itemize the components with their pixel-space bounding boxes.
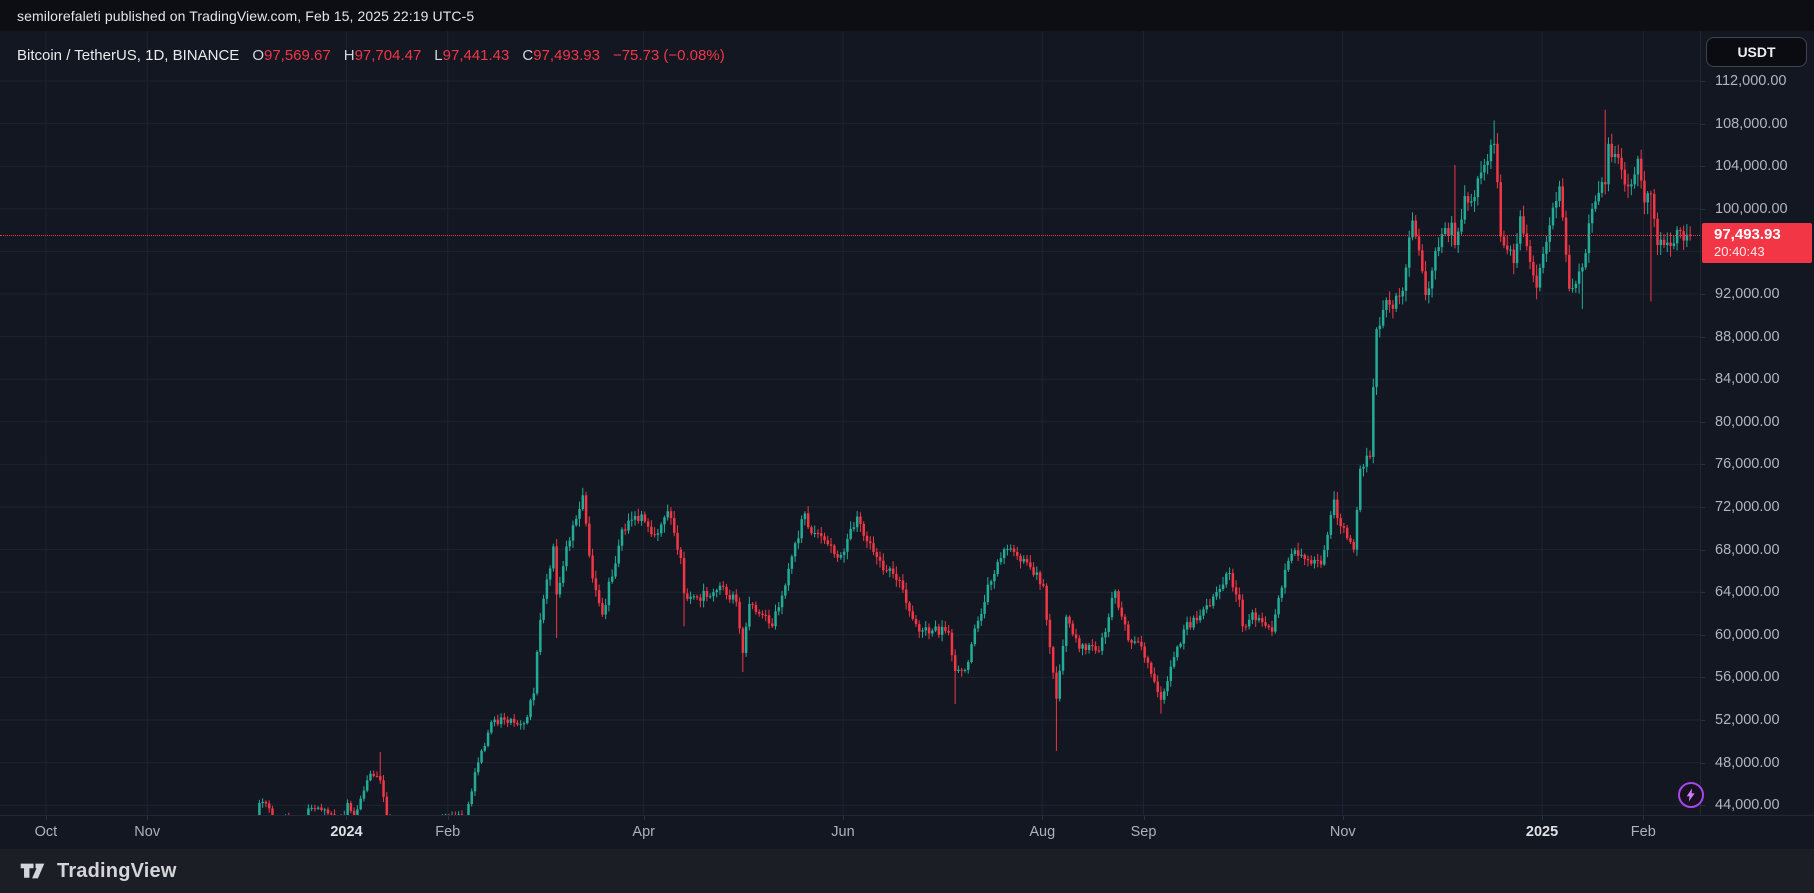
price-axis-tick bbox=[1701, 677, 1705, 679]
price-axis-label: 100,000.00 bbox=[1715, 200, 1788, 217]
ohlc-value: 97,569.67 bbox=[263, 46, 331, 64]
time-axis-label: Apr bbox=[632, 824, 656, 840]
time-axis-tick bbox=[1342, 816, 1344, 820]
time-axis-tick bbox=[45, 816, 47, 820]
tradingview-logo-text[interactable]: TradingView bbox=[57, 859, 177, 882]
publish-bar: semilorefaleti published on TradingView.… bbox=[0, 0, 1814, 31]
ohlc-label: L bbox=[434, 46, 443, 64]
price-axis-tick bbox=[1701, 123, 1705, 125]
price-axis-label: 88,000.00 bbox=[1715, 328, 1780, 345]
price-axis-tick bbox=[1701, 592, 1705, 594]
price-axis-label: 64,000.00 bbox=[1715, 584, 1780, 601]
price-axis-label: 84,000.00 bbox=[1715, 371, 1780, 388]
price-axis-tick bbox=[1701, 294, 1705, 295]
price-axis-label: 72,000.00 bbox=[1715, 499, 1780, 515]
currency-toggle-button[interactable]: USDT bbox=[1706, 37, 1807, 67]
ohlc-label: O bbox=[252, 46, 264, 64]
time-axis-tick bbox=[842, 816, 844, 820]
price-axis-tick bbox=[1701, 379, 1705, 381]
price-scale[interactable]: 112,000.00 108,000.00 104,000.00 100,000.00… bbox=[1700, 31, 1814, 815]
price-axis-tick bbox=[1701, 762, 1705, 764]
lightning-icon bbox=[1686, 788, 1695, 802]
price-axis-label: 76,000.00 bbox=[1715, 456, 1780, 473]
time-axis-label: Nov bbox=[1329, 824, 1356, 840]
time-axis-tick bbox=[1542, 816, 1544, 820]
time-axis-label: Feb bbox=[1630, 824, 1656, 840]
price-axis-tick bbox=[1701, 805, 1705, 807]
price-axis-label: 112,000.00 bbox=[1715, 73, 1787, 89]
tradingview-logo-icon[interactable] bbox=[20, 859, 47, 883]
price-axis-label: 80,000.00 bbox=[1715, 413, 1780, 430]
price-axis-tick bbox=[1701, 720, 1705, 721]
price-axis-tick bbox=[1701, 81, 1705, 82]
price-axis-tick bbox=[1701, 507, 1705, 508]
last-price-value: 97,493.93 bbox=[1714, 226, 1781, 244]
price-axis-label: 48,000.00 bbox=[1715, 754, 1780, 771]
symbol-title[interactable]: Bitcoin / TetherUS, 1D, BINANCE bbox=[17, 46, 240, 64]
symbol-legend[interactable]: Bitcoin / TetherUS, 1D, BINANCE O97,569.6… bbox=[17, 45, 725, 65]
time-axis-label: Sep bbox=[1130, 824, 1157, 840]
price-axis-label: 104,000.00 bbox=[1715, 158, 1788, 175]
ohlc-label: C bbox=[522, 46, 534, 64]
publish-text: semilorefaleti published on TradingView.… bbox=[17, 7, 475, 24]
time-axis-label: 2025 bbox=[1525, 824, 1559, 840]
price-axis-tick bbox=[1701, 208, 1705, 210]
ohlc-value: 97,441.43 bbox=[442, 46, 510, 64]
last-price-line bbox=[0, 235, 1700, 237]
time-axis-label: Aug bbox=[1029, 824, 1056, 840]
price-axis-tick bbox=[1701, 464, 1705, 466]
time-axis-label: Nov bbox=[134, 824, 161, 840]
time-axis-tick bbox=[346, 816, 348, 820]
price-axis-tick bbox=[1701, 421, 1705, 423]
price-axis-tick bbox=[1701, 549, 1705, 551]
time-axis-tick bbox=[447, 816, 449, 820]
price-axis-label: 68,000.00 bbox=[1715, 541, 1780, 558]
time-scale[interactable]: Oct Nov 2024 Feb Apr Jun Aug Sep Nov 2025 Feb bbox=[0, 815, 1814, 849]
price-axis-label: 44,000.00 bbox=[1715, 797, 1780, 814]
lightning-button[interactable] bbox=[1678, 782, 1704, 808]
time-axis-tick bbox=[1643, 816, 1645, 820]
ohlc-label: H bbox=[343, 46, 355, 64]
ohlc-value: 97,704.47 bbox=[354, 46, 422, 64]
price-axis-label: 108,000.00 bbox=[1715, 115, 1788, 132]
price-axis-label: 60,000.00 bbox=[1715, 626, 1780, 643]
change-value: −75.73 (−0.08%) bbox=[612, 46, 725, 64]
price-axis-tick bbox=[1701, 634, 1705, 636]
time-axis-tick bbox=[1143, 816, 1145, 820]
price-axis-tick bbox=[1701, 166, 1705, 168]
footer-bar: TradingView bbox=[0, 849, 1814, 893]
time-axis-label: 2024 bbox=[330, 824, 363, 840]
price-axis-label: 52,000.00 bbox=[1715, 712, 1780, 728]
chart-container[interactable]: Bitcoin / TetherUS, 1D, BINANCE O97,569.6… bbox=[0, 31, 1814, 849]
time-axis-label: Feb bbox=[435, 824, 461, 840]
candle-countdown: 20:40:43 bbox=[1714, 244, 1765, 260]
time-axis-tick bbox=[1042, 816, 1044, 820]
last-price-badge: 97,493.93 20:40:43 bbox=[1702, 223, 1812, 264]
time-axis-label: Jun bbox=[831, 824, 855, 840]
ohlc-value: 97,493.93 bbox=[533, 46, 600, 64]
candlestick-plot[interactable] bbox=[0, 31, 1700, 815]
time-axis-tick bbox=[643, 816, 645, 820]
price-axis-tick bbox=[1701, 336, 1705, 338]
price-axis-label: 56,000.00 bbox=[1715, 669, 1780, 686]
time-axis-label: Oct bbox=[34, 824, 58, 840]
price-axis-label: 92,000.00 bbox=[1715, 286, 1780, 302]
time-axis-tick bbox=[147, 816, 149, 820]
